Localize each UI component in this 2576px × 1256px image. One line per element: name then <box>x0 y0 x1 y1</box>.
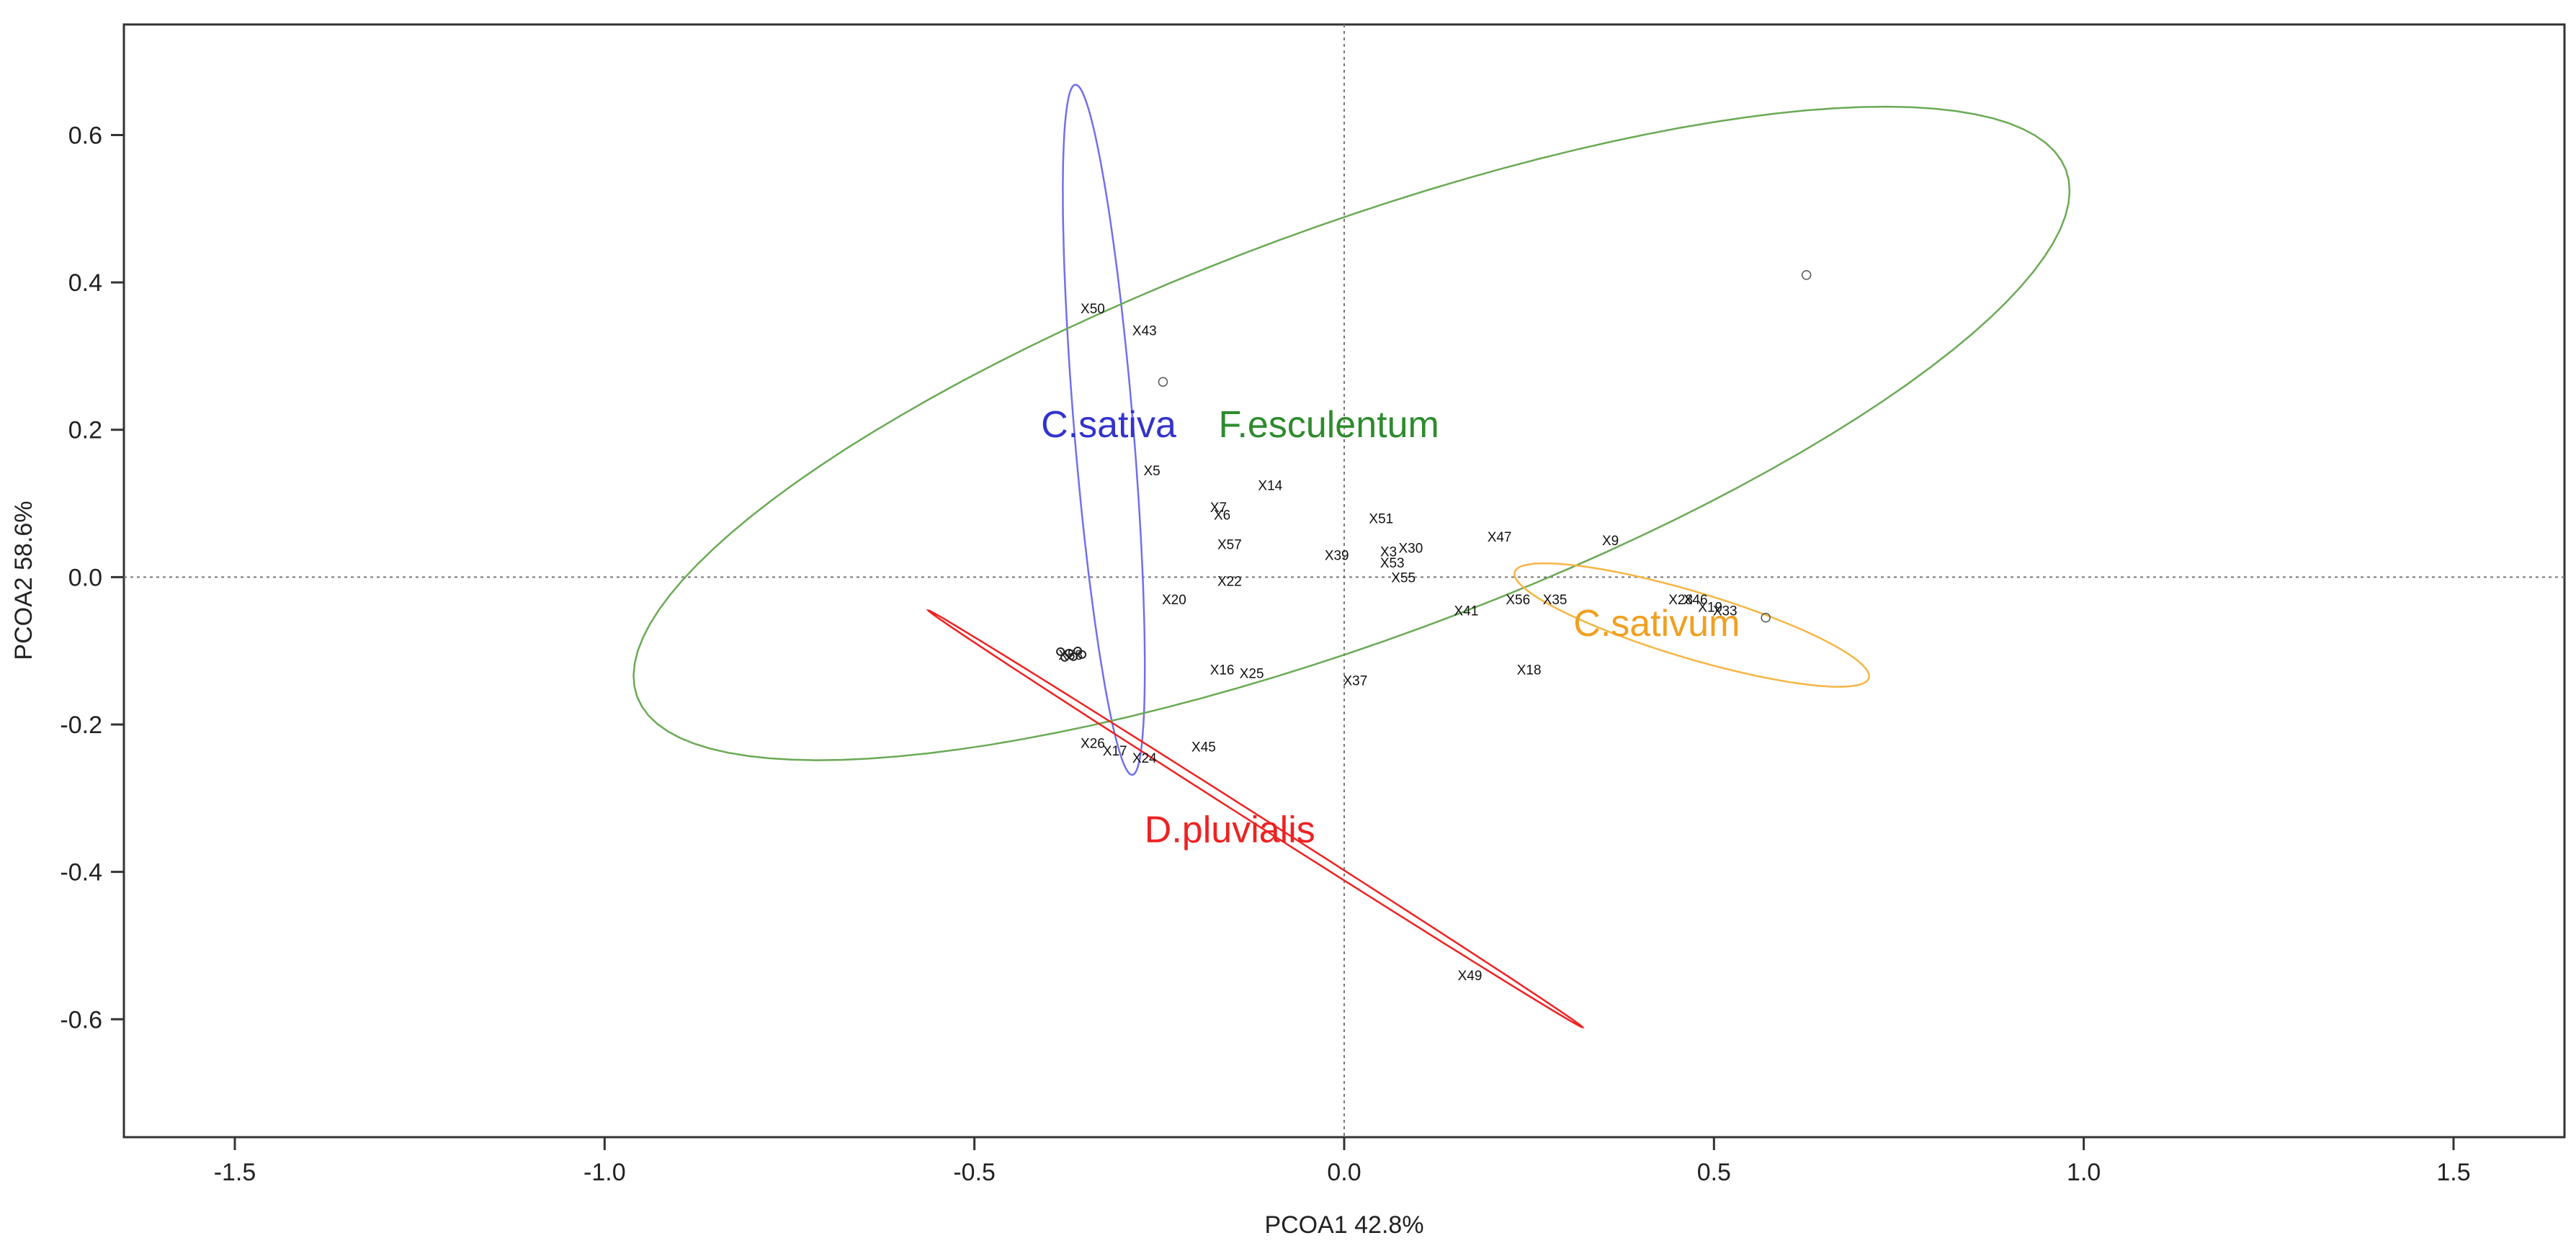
y-tick-label: 0.2 <box>68 417 102 444</box>
ellipse-c-sativa <box>1062 84 1146 776</box>
point-label-x24: X24 <box>1132 751 1157 766</box>
point-label-x57: X57 <box>1217 537 1242 552</box>
group-label-c-sativa: C.sativa <box>1041 404 1176 446</box>
point-label-x20: X20 <box>1162 593 1186 608</box>
y-tick-label: -0.4 <box>60 859 102 887</box>
point-label-x25: X25 <box>1240 666 1264 681</box>
y-tick-label: 0.4 <box>68 269 102 297</box>
plot-frame <box>122 23 2566 1139</box>
x-tick-label: 1.0 <box>2067 1159 2101 1186</box>
x-tick-label: 0.0 <box>1327 1159 1361 1186</box>
point-label-x30: X30 <box>1398 541 1423 556</box>
y-tick-label: 0.0 <box>68 564 102 591</box>
point-label-x7: X7 <box>1210 501 1227 516</box>
point-label-x43: X43 <box>1132 324 1157 339</box>
reference-lines <box>124 24 2564 1137</box>
group-label-d-pluvialis: D.pluvialis <box>1145 809 1315 851</box>
point-marker <box>1078 650 1087 659</box>
point-marker <box>1056 647 1065 656</box>
point-label-x50: X50 <box>1081 302 1105 317</box>
point-marker <box>1060 652 1070 662</box>
point-marker <box>1158 377 1168 387</box>
group-label-c-sativum: C.sativum <box>1573 603 1740 645</box>
point-label-x46: X46 <box>1683 593 1708 608</box>
group-labels: C.sativa F.esculentum D.pluvialis C.sativum <box>1041 404 1740 851</box>
point-label-x47: X47 <box>1488 530 1512 545</box>
point-label-x6: X6 <box>1214 508 1230 523</box>
point-label-x35: X35 <box>1543 593 1567 608</box>
x-axis-title: PCOA1 42.8% <box>1264 1211 1423 1239</box>
x-tick-label: 1.5 <box>2436 1159 2470 1186</box>
point-label-x26: X26 <box>1081 737 1105 752</box>
y-tick-label: -0.2 <box>60 712 102 739</box>
y-tick-label: 0.6 <box>68 122 102 149</box>
point-label-x9: X9 <box>1602 534 1619 549</box>
point-label-x53: X53 <box>1380 556 1405 571</box>
point-label-x33: X33 <box>1713 604 1738 619</box>
ellipse-c-sativum <box>1513 562 1870 688</box>
ellipse-d-pluvialis <box>926 609 1585 1028</box>
point-label-x39: X39 <box>1325 549 1349 564</box>
point-label-x41: X41 <box>1454 604 1478 619</box>
point-label-x51: X51 <box>1369 512 1393 527</box>
x-tick-label: -1.0 <box>583 1159 626 1186</box>
point-marker <box>1761 612 1771 623</box>
point-label-x3: X3 <box>1380 545 1397 560</box>
x-tick-label: -0.5 <box>953 1159 996 1186</box>
point-label-x19: X19 <box>1698 600 1722 615</box>
point-label-x56: X56 <box>1506 593 1530 608</box>
point-label-x16: X16 <box>1210 663 1235 678</box>
y-axis-title: PCOA2 58.6% <box>10 501 37 660</box>
y-axis: -0.6 -0.4 -0.2 0.0 0.2 0.4 0.6 <box>60 122 124 1033</box>
point-marker <box>1069 652 1078 661</box>
point-label-x49: X49 <box>1458 969 1482 984</box>
group-label-f-esculentum: F.esculentum <box>1218 404 1439 446</box>
point-label-x45: X45 <box>1191 740 1216 755</box>
point-label-x55: X55 <box>1391 570 1416 586</box>
point-label-x17: X17 <box>1103 744 1127 759</box>
y-tick-label: -0.6 <box>60 1006 102 1033</box>
x-tick-label: 0.5 <box>1697 1159 1731 1186</box>
ellipse-f-esculentum <box>632 105 2071 761</box>
point-label-x18: X18 <box>1517 663 1542 678</box>
point-label-x5: X5 <box>1143 464 1160 479</box>
x-tick-label: -1.5 <box>214 1159 256 1186</box>
group-ellipses <box>632 84 2071 1028</box>
point-label-x14: X14 <box>1258 478 1282 493</box>
point-label-x22: X22 <box>1217 575 1242 590</box>
x-axis: -1.5 -1.0 -0.5 0.0 0.5 1.0 1.5 <box>214 1137 2471 1186</box>
point-label-x28: X28 <box>1668 593 1693 608</box>
point-marker <box>1801 270 1812 280</box>
point-label-x37: X37 <box>1343 674 1367 689</box>
